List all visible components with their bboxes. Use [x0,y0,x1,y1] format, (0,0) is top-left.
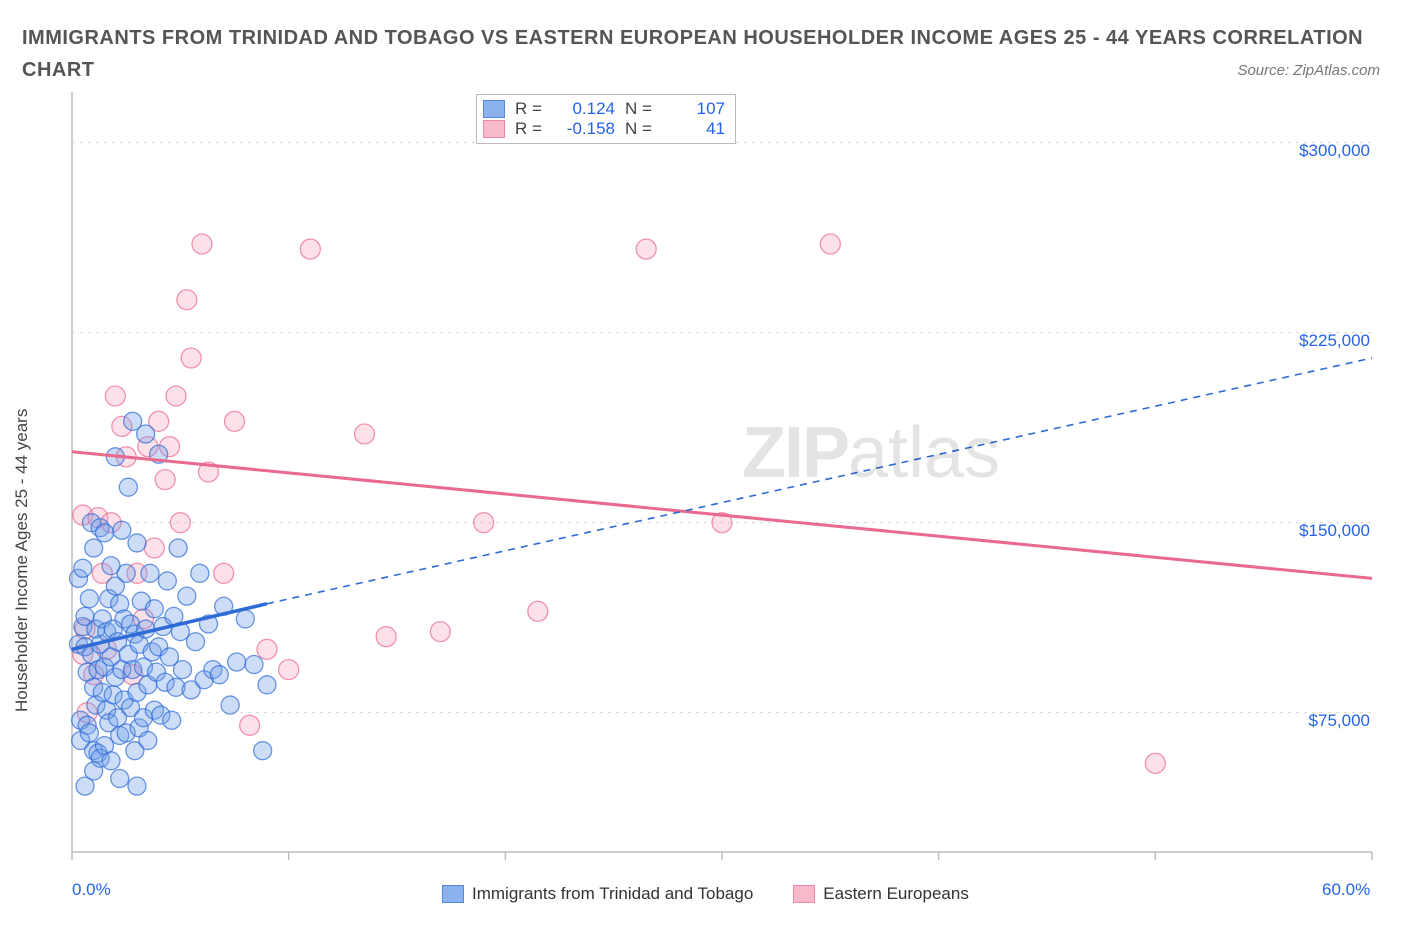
n-value-blue: 107 [665,99,725,119]
series-legend: Immigrants from Trinidad and Tobago East… [442,884,969,904]
correlation-legend: R = 0.124 N = 107 R = -0.158 N = 41 [476,94,736,144]
r-value-pink: -0.158 [555,119,615,139]
y-tick-label: $300,000 [1299,141,1370,161]
legend-label-blue: Immigrants from Trinidad and Tobago [472,884,753,904]
swatch-pink [483,120,505,138]
x-tick-label: 60.0% [1322,880,1370,900]
legend-row-pink: R = -0.158 N = 41 [483,119,725,139]
swatch-blue [483,100,505,118]
n-label: N = [625,119,655,139]
legend-item-pink: Eastern Europeans [793,884,969,904]
r-value-blue: 0.124 [555,99,615,119]
chart-area: Householder Income Ages 25 - 44 years ZI… [22,92,1384,912]
source-attribution: Source: ZipAtlas.com [1237,62,1380,79]
r-label: R = [515,99,545,119]
y-tick-label: $75,000 [1309,711,1370,731]
x-tick-label: 0.0% [72,880,111,900]
legend-item-blue: Immigrants from Trinidad and Tobago [442,884,753,904]
r-label: R = [515,119,545,139]
y-tick-label: $150,000 [1299,521,1370,541]
y-tick-label: $225,000 [1299,331,1370,351]
scatter-plot [22,92,1382,882]
swatch-blue-icon [442,885,464,903]
y-axis-label: Householder Income Ages 25 - 44 years [12,409,32,712]
swatch-pink-icon [793,885,815,903]
n-value-pink: 41 [665,119,725,139]
n-label: N = [625,99,655,119]
chart-title: IMMIGRANTS FROM TRINIDAD AND TOBAGO VS E… [0,0,1406,86]
legend-label-pink: Eastern Europeans [823,884,969,904]
legend-row-blue: R = 0.124 N = 107 [483,99,725,119]
